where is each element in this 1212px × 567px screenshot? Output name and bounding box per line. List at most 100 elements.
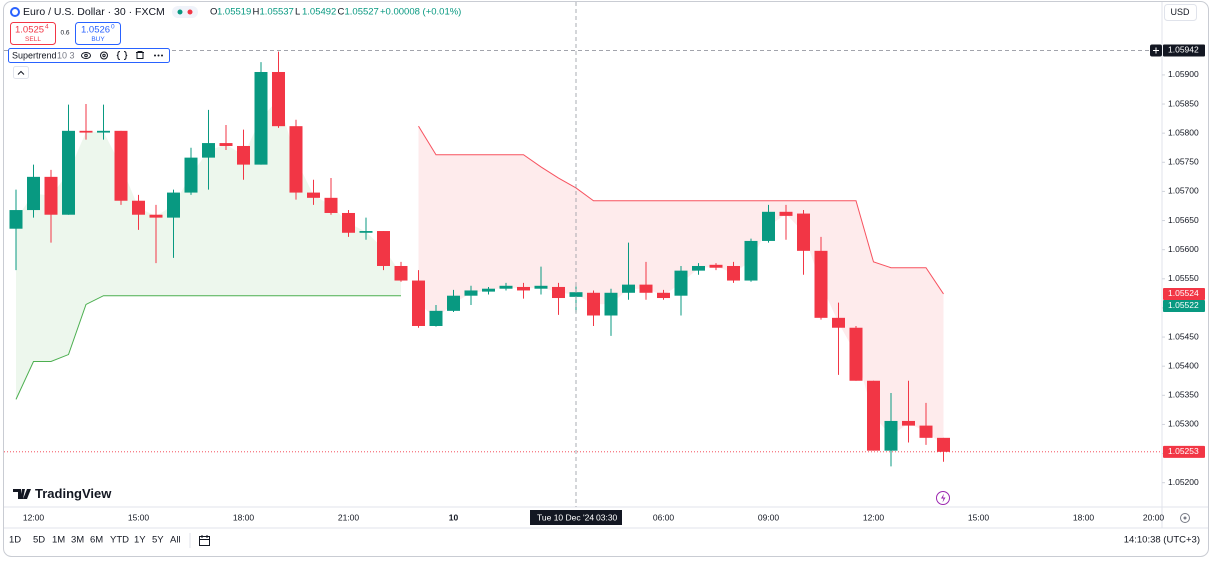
sell-button[interactable] xyxy=(10,22,56,45)
crosshair-time-box xyxy=(530,510,622,525)
candle-body xyxy=(832,317,845,328)
logo-text[interactable]: TradingView xyxy=(35,486,112,501)
candle-body xyxy=(447,295,460,311)
indicator-legend[interactable] xyxy=(8,48,170,63)
ohlc-label: C xyxy=(338,7,345,18)
candle-body xyxy=(709,264,723,268)
y-tick-label: 1.05400 xyxy=(1168,360,1199,370)
axis-settings-icon[interactable] xyxy=(1180,513,1190,523)
candle-body xyxy=(779,211,793,216)
timeframe-button[interactable]: 1Y xyxy=(134,535,146,546)
y-tick-label: 1.05800 xyxy=(1168,127,1199,137)
timeframe-button[interactable]: All xyxy=(170,535,181,546)
candle-body xyxy=(79,130,93,133)
x-tick-label: 12:00 xyxy=(23,512,45,522)
clock[interactable]: 14:10:38 (UTC+3) xyxy=(1124,535,1200,546)
timeframe-button[interactable]: 1M xyxy=(52,535,65,546)
ohlc-value: 1.05527 xyxy=(345,7,379,18)
candle-body xyxy=(377,231,390,266)
source-icon[interactable] xyxy=(116,51,128,60)
timeframe-button[interactable]: 5D xyxy=(33,535,45,546)
supertrend-fill xyxy=(16,99,401,400)
currency-button[interactable] xyxy=(1164,4,1197,21)
indicator-price-label: 1.05524 xyxy=(1168,288,1199,298)
settings-center xyxy=(102,53,106,58)
x-tick-label: 18:00 xyxy=(233,512,255,522)
candle-body xyxy=(814,250,828,318)
candle-body xyxy=(849,327,863,381)
supertrend-fill xyxy=(418,126,944,445)
supertrend-line xyxy=(418,125,944,295)
x-tick-label: 10 xyxy=(449,512,459,522)
date-range-icon[interactable] xyxy=(199,536,210,546)
candle-body xyxy=(797,213,810,251)
candle-body xyxy=(412,280,425,326)
indicator-name: Supertrend xyxy=(12,50,57,60)
timeframe-button[interactable]: 3M xyxy=(71,535,84,546)
settings-icon[interactable] xyxy=(100,51,108,60)
window-frame xyxy=(3,1,1209,557)
event-bolt xyxy=(941,493,946,503)
candle-body xyxy=(219,143,233,146)
last-price-label-box xyxy=(1163,445,1205,458)
timeframe-button[interactable]: 5Y xyxy=(152,535,164,546)
candle-body xyxy=(307,192,320,198)
timeframe-button[interactable]: 6M xyxy=(90,535,103,546)
y-tick-label: 1.05450 xyxy=(1168,331,1199,341)
collapse-button[interactable] xyxy=(13,66,29,79)
candle-body xyxy=(97,130,110,133)
candle-body xyxy=(27,176,40,211)
candle-body xyxy=(902,420,915,426)
ohlc-value: 1.05492 xyxy=(302,7,336,18)
buy-label: BUY xyxy=(91,36,105,43)
more-dot[interactable] xyxy=(154,54,156,57)
candle-body xyxy=(429,310,443,326)
axis-settings-center xyxy=(1183,516,1187,520)
y-tick-label: 1.05700 xyxy=(1168,186,1199,196)
y-tick-label: 1.05600 xyxy=(1168,244,1199,254)
eye-pupil xyxy=(84,53,88,58)
x-tick-label: 20:00 xyxy=(1143,512,1165,522)
y-tick-label: 1.05750 xyxy=(1168,157,1199,167)
indicator-params: 10 3 xyxy=(57,50,75,60)
plot-area xyxy=(4,2,1162,507)
indicator-icons[interactable] xyxy=(81,51,145,60)
candle-body xyxy=(167,192,180,218)
buy-button[interactable] xyxy=(75,22,121,45)
x-tick-label: 15:00 xyxy=(128,512,150,522)
currency: USD xyxy=(1170,7,1190,17)
candle-body xyxy=(762,211,775,241)
spread: 0.6 xyxy=(60,30,69,37)
timeframe-button[interactable]: 1D xyxy=(9,535,21,546)
sell-pip: 4 xyxy=(45,24,49,31)
more-dot[interactable] xyxy=(161,54,163,57)
symbol-name[interactable]: Euro / U.S. Dollar · 30 · FXCM xyxy=(23,6,165,18)
x-tick-label: 12:00 xyxy=(863,512,885,522)
crosshair-time: 03:30 xyxy=(596,512,618,522)
buy-pip: 0 xyxy=(111,24,115,31)
crosshair-price-label-box xyxy=(1163,44,1205,57)
ohlc-change: +0.00008 (+0.01%) xyxy=(380,7,461,18)
indicator-price-label: 1.05522 xyxy=(1168,300,1199,310)
more-dot[interactable] xyxy=(157,54,160,57)
candle-body xyxy=(254,71,268,165)
candle-body xyxy=(937,437,950,452)
ohlc-value: 1.05519 xyxy=(217,7,251,18)
timeframe-button[interactable]: YTD xyxy=(110,535,129,546)
candle-body xyxy=(867,380,880,451)
candle-body xyxy=(657,292,670,299)
buy-price: 1.0526 xyxy=(81,25,110,36)
indicator-price-label-box xyxy=(1163,287,1205,300)
candle-body xyxy=(517,286,530,291)
y-tick-label: 1.05850 xyxy=(1168,98,1199,108)
eye-icon[interactable] xyxy=(81,52,91,59)
sell-price: 1.0525 xyxy=(15,25,44,36)
supertrend-line xyxy=(15,295,401,400)
candle-body xyxy=(62,130,75,215)
candle-body xyxy=(149,214,163,218)
bottom-toolbar: 1D 5D 1M 3M 6M YTD 1Y 5Y All xyxy=(9,535,181,546)
candle-body xyxy=(919,425,933,438)
delete-icon[interactable] xyxy=(136,51,144,59)
y-tick-label: 1.05900 xyxy=(1168,69,1199,79)
